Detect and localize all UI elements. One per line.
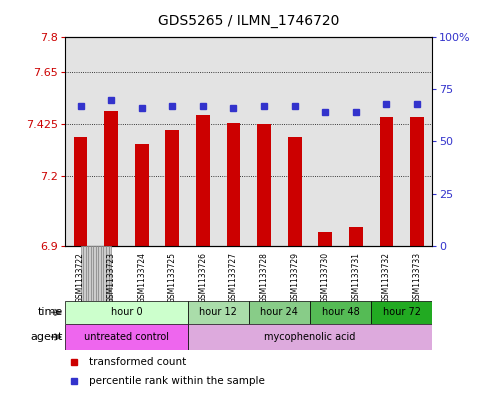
Bar [402,37,432,246]
Bar [96,246,99,301]
Bar [65,37,96,246]
Text: hour 72: hour 72 [383,307,421,318]
Bar [310,37,341,246]
Text: GDS5265 / ILMN_1746720: GDS5265 / ILMN_1746720 [158,13,340,28]
Bar [187,324,432,350]
Bar [88,246,91,301]
Bar [279,37,310,246]
Bar [227,123,241,246]
Bar [127,37,157,246]
Bar [218,37,249,246]
Bar [371,37,402,246]
Bar [81,246,83,301]
Text: untreated control: untreated control [84,332,169,342]
Text: time: time [38,307,63,318]
Bar [341,37,371,246]
Text: GSM1133726: GSM1133726 [199,252,207,303]
Bar [318,232,332,246]
Bar [73,137,87,246]
Bar [101,246,103,301]
Text: agent: agent [30,332,63,342]
Bar [187,301,249,324]
Bar [91,246,93,301]
Bar [85,246,88,301]
Bar [65,301,187,324]
Bar [103,246,106,301]
Bar [288,137,301,246]
Text: GSM1133729: GSM1133729 [290,252,299,303]
Bar [249,37,279,246]
Bar [99,246,101,301]
Bar [410,117,424,246]
Bar [380,117,393,246]
Text: GSM1133728: GSM1133728 [259,252,269,303]
Bar [83,246,85,301]
Text: GSM1133731: GSM1133731 [351,252,360,303]
Text: GSM1133723: GSM1133723 [107,252,115,303]
Bar [104,111,118,246]
Text: GSM1133727: GSM1133727 [229,252,238,303]
Text: GSM1133733: GSM1133733 [412,252,422,303]
Text: mycophenolic acid: mycophenolic acid [264,332,355,342]
Bar [157,37,187,246]
Text: GSM1133730: GSM1133730 [321,252,330,303]
Bar [349,227,363,246]
Text: GSM1133722: GSM1133722 [76,252,85,303]
Text: percentile rank within the sample: percentile rank within the sample [89,376,265,386]
Text: hour 24: hour 24 [260,307,298,318]
Text: GSM1133732: GSM1133732 [382,252,391,303]
Bar [135,144,149,246]
Text: hour 48: hour 48 [322,307,359,318]
Bar [65,324,187,350]
Text: GSM1133725: GSM1133725 [168,252,177,303]
Bar [249,301,310,324]
Text: transformed count: transformed count [89,357,186,367]
Bar [106,246,109,301]
Bar [196,115,210,246]
Bar [310,301,371,324]
Bar [371,301,432,324]
Text: hour 12: hour 12 [199,307,237,318]
Text: hour 0: hour 0 [111,307,142,318]
Bar [165,130,179,246]
Bar [96,37,127,246]
Bar [187,37,218,246]
Bar [109,246,111,301]
Bar [257,124,271,246]
Text: GSM1133724: GSM1133724 [137,252,146,303]
Bar [93,246,96,301]
